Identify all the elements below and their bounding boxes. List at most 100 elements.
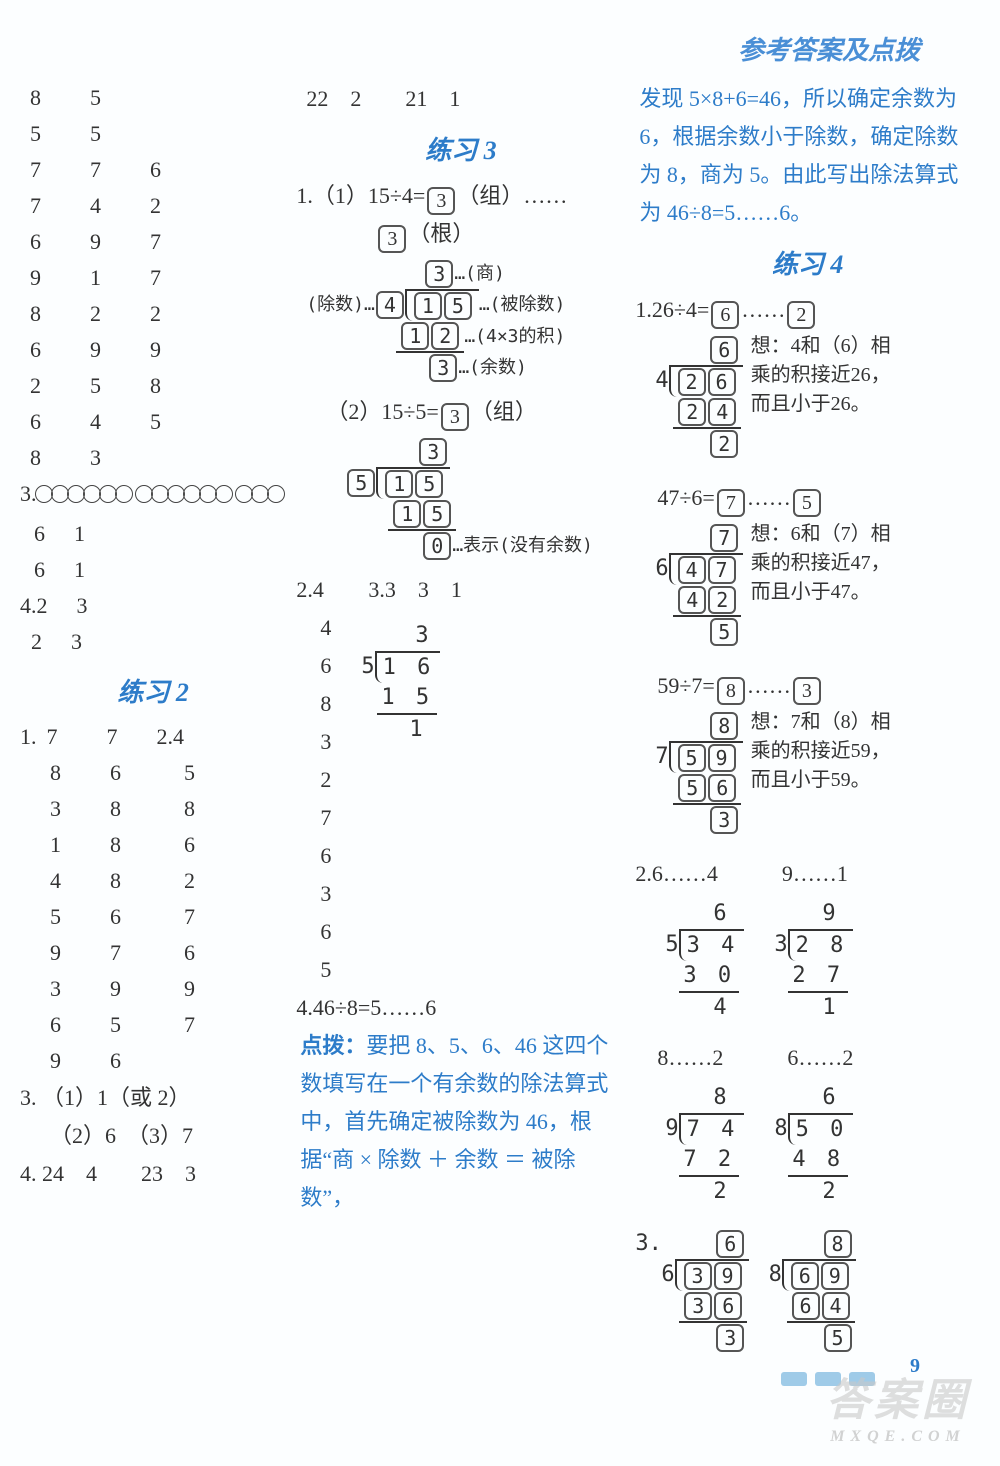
label: 1. bbox=[20, 719, 37, 755]
val: 7 bbox=[160, 1007, 220, 1043]
quot: 9 bbox=[822, 899, 835, 929]
column-1: 855577674269791782269925864583 3. 6161 4… bbox=[20, 80, 286, 1363]
grid-cell: 5 bbox=[80, 116, 140, 152]
content-columns: 855577674269791782269925864583 3. 6161 4… bbox=[20, 80, 980, 1363]
q3-label-inline: 3. bbox=[368, 577, 385, 602]
prod: 42 bbox=[673, 585, 741, 617]
quot-box: 3 bbox=[425, 260, 453, 288]
quot: 3 bbox=[419, 438, 447, 466]
divisor: 6 bbox=[661, 1260, 674, 1290]
s4-q1: 1.26÷4=6……2 6 426 24 2 想：4和（6）相 乘的积接近26，… bbox=[635, 291, 980, 845]
q1b-label: （2） bbox=[326, 399, 381, 424]
under-label: （根） bbox=[408, 221, 474, 246]
p2: 4 bbox=[822, 1292, 850, 1320]
divisor: 3 bbox=[774, 930, 787, 960]
s2-row: 96 bbox=[20, 1043, 286, 1079]
think-line: 想：6和（7）相 bbox=[751, 517, 891, 546]
q2-ld-row: 6 53 4 3 0 4 9 32 8 2 7 1 bbox=[635, 893, 980, 1033]
q4-val: 2 bbox=[31, 624, 71, 660]
q4-label: 4. bbox=[296, 995, 313, 1020]
q-box: 8 bbox=[717, 677, 745, 705]
val: 4 bbox=[173, 719, 213, 755]
list-val: 6 bbox=[320, 913, 331, 951]
product: 2 7 bbox=[788, 961, 848, 993]
eq-pre: 26÷4= bbox=[652, 297, 709, 322]
q4-rows: 4.23 23 bbox=[20, 588, 286, 660]
grid-cell: 7 bbox=[140, 260, 200, 296]
product: 4 8 bbox=[788, 1145, 848, 1177]
d1: 6 bbox=[791, 1262, 819, 1290]
val: 6 bbox=[100, 899, 160, 935]
val: 8 bbox=[100, 791, 160, 827]
rem: 4 bbox=[713, 993, 726, 1023]
bracket: 26 bbox=[669, 365, 743, 397]
rem-box: 3 bbox=[429, 354, 457, 382]
dividend: 1 6 bbox=[375, 651, 441, 683]
p1: 6 bbox=[792, 1292, 820, 1320]
rem-label: …表示(没有余数) bbox=[452, 531, 593, 561]
think-text: 想：6和（7）相 乘的积接近47， 而且小于47。 bbox=[751, 517, 891, 657]
ellipsis: …… bbox=[741, 297, 785, 322]
q4-eq: 46÷8=5……6 bbox=[313, 995, 436, 1020]
prod-d2: 5 bbox=[423, 500, 451, 528]
grid-cell: 2 bbox=[140, 188, 200, 224]
think-line: 想：4和（6）相 bbox=[751, 329, 891, 358]
grid-cell: 5 bbox=[140, 404, 200, 440]
q1-item: 59÷7=8……3 8 759 56 3 想：7和（8）相 乘的积接近59， 而… bbox=[635, 667, 980, 845]
ld-think-row: 6 426 24 2 想：4和（6）相 乘的积接近26， 而且小于26。 bbox=[635, 329, 980, 469]
dividend: 5 0 bbox=[788, 1113, 854, 1145]
grid-row: 742 bbox=[20, 188, 286, 224]
grid-cell: 6 bbox=[20, 332, 80, 368]
watermark-sub: MXQE.COM bbox=[826, 1428, 970, 1446]
q2-label: 2. bbox=[635, 861, 652, 886]
q3-label: 3. bbox=[20, 476, 37, 516]
list-val: 2 bbox=[320, 761, 331, 799]
dividend-label: …(被除数) bbox=[479, 290, 566, 320]
grid-cell: 2 bbox=[20, 368, 80, 404]
circle-icon bbox=[151, 485, 169, 503]
val: 6 bbox=[40, 1007, 100, 1043]
rem: 5 bbox=[824, 1324, 852, 1352]
grid-cell: 3 bbox=[80, 440, 140, 476]
s2-row: 657 bbox=[20, 1007, 286, 1043]
quot-label: …(商) bbox=[454, 259, 505, 289]
eq-line: 59÷7=8……3 bbox=[635, 667, 980, 705]
d1: 2 bbox=[678, 368, 706, 396]
q3-row: 61 bbox=[20, 516, 286, 552]
val: 5 bbox=[100, 1007, 160, 1043]
circle-icon bbox=[199, 485, 217, 503]
p1: 5 bbox=[678, 774, 706, 802]
dianbo-text: 要把 8、5、6、46 这四个数填写在一个有余数的除法算式中，首先确定被除数为 … bbox=[300, 1033, 608, 1210]
dividend-d1: 1 bbox=[385, 470, 413, 498]
circle-icon bbox=[135, 485, 153, 503]
grid-cell: 2 bbox=[140, 296, 200, 332]
col1-q3: 3. bbox=[20, 476, 286, 516]
s2-row: 482 bbox=[20, 863, 286, 899]
page-header: 参考答案及点拨 bbox=[738, 30, 920, 67]
q2-top-a: 8……2 bbox=[657, 1039, 787, 1077]
dividend-d2: 5 bbox=[415, 470, 443, 498]
val bbox=[160, 1043, 220, 1079]
q2-a: 4 bbox=[313, 571, 363, 609]
val: 5 bbox=[40, 899, 100, 935]
list-val: 3 bbox=[320, 723, 331, 761]
p2: 6 bbox=[708, 774, 736, 802]
q4-row: 4.23 bbox=[20, 588, 286, 624]
grid-cell: 1 bbox=[80, 260, 140, 296]
circle-icon bbox=[51, 485, 69, 503]
r-box: 3 bbox=[793, 677, 821, 705]
d2: 6 bbox=[708, 368, 736, 396]
q-box: 7 bbox=[717, 489, 745, 517]
grid-row: 917 bbox=[20, 260, 286, 296]
q2-toprow: 2.6……49……1 bbox=[635, 855, 980, 893]
q1-item: 1.26÷4=6……2 6 426 24 2 想：4和（6）相 乘的积接近26，… bbox=[635, 291, 980, 469]
grid-cell: 9 bbox=[80, 332, 140, 368]
product-row: 12 bbox=[396, 321, 464, 353]
q-box: 6 bbox=[711, 301, 739, 329]
long-division: 6 426 24 2 bbox=[635, 335, 742, 459]
list-val: 6 bbox=[320, 837, 331, 875]
q3-val: 1 bbox=[74, 516, 114, 552]
val: 6 bbox=[160, 935, 220, 971]
grid-cell: 8 bbox=[140, 368, 200, 404]
q2-layout: 4683276365 3 51 6 1 5 1 bbox=[296, 609, 625, 989]
